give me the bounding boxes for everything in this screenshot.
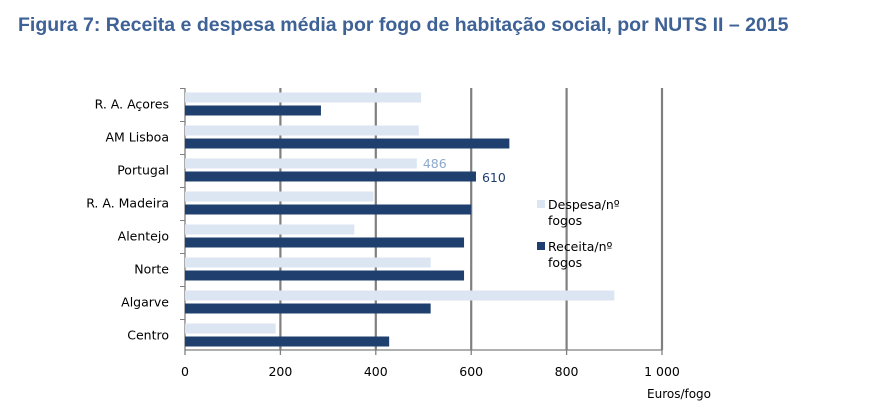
bar-despesa-7 [185,323,276,334]
bar-receita-1 [185,138,510,149]
category-label: Portugal [117,163,169,178]
bar-receita-2 [185,171,476,182]
legend-swatch-despesa [537,200,545,208]
bar-despesa-0 [185,92,422,103]
bar-receita-7 [185,336,390,347]
category-label: AM Lisboa [105,130,169,145]
data-label-receita: 610 [482,170,506,185]
x-tick-label: 800 [555,364,579,379]
bar-receita-0 [185,105,321,116]
labels: 0 200 400 600 800 1 000 R. A. Açores AM Lisboa P… [86,97,711,402]
category-label: Alentejo [118,229,169,244]
category-label: Algarve [121,295,169,310]
bar-despesa-4 [185,224,355,235]
legend-label-despesa: fogos [548,213,582,228]
bar-despesa-1 [185,125,419,136]
legend-label-receita: Receita/nº [548,239,613,254]
bar-receita-4 [185,237,465,248]
chart-title: Figura 7: Receita e despesa média por fo… [18,14,789,36]
category-label: R. A. Açores [95,97,169,112]
bar-despesa-2 [185,158,417,169]
category-label: Norte [134,262,169,277]
category-label: R. A. Madeira [86,196,169,211]
legend-swatch-receita [537,242,545,250]
x-tick-label: 200 [268,364,292,379]
x-tick-label: 0 [181,364,189,379]
data-label-despesa: 486 [423,156,447,171]
x-tick-label: 600 [459,364,483,379]
bar-despesa-6 [185,290,615,301]
bar-despesa-5 [185,257,431,268]
category-label: Centro [127,328,169,343]
bar-despesa-3 [185,191,374,202]
legend-label-receita: fogos [548,255,582,270]
x-tick-label: 400 [364,364,388,379]
bar-receita-5 [185,270,465,281]
x-tick-label: 1 000 [644,364,680,379]
bars [185,92,615,347]
legend-label-despesa: Despesa/nº [548,197,620,212]
x-axis-title: Euros/fogo [647,387,711,401]
bar-receita-6 [185,303,431,314]
bar-receita-3 [185,204,472,215]
